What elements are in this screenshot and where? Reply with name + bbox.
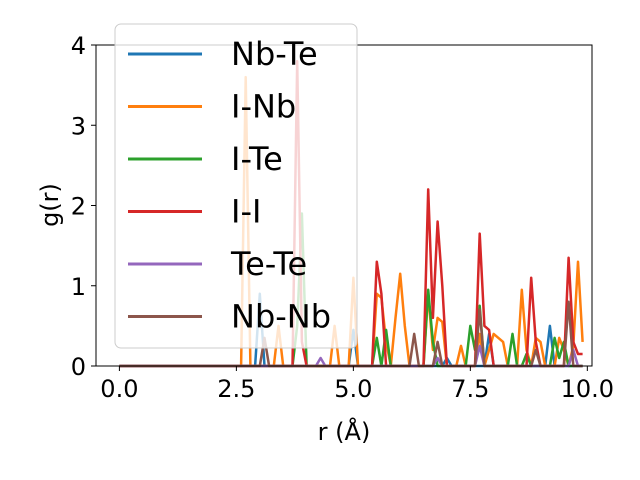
- x-axis: 0.0 2.5 5.0 7.5 10.0: [100, 366, 614, 403]
- x-axis-label: r (Å): [318, 417, 371, 446]
- legend-label-i-te: I-Te: [231, 140, 283, 178]
- x-tick-label: 2.5: [217, 375, 255, 403]
- legend-label-nb-te: Nb-Te: [231, 35, 318, 73]
- legend-label-nb-nb: Nb-Nb: [231, 298, 331, 336]
- y-tick-label: 0: [71, 353, 86, 381]
- legend: Nb-Te I-Nb I-Te I-I Te-Te Nb-Nb: [114, 23, 358, 349]
- y-axis: 0 1 2 3 4: [71, 32, 96, 381]
- y-axis-label: g(r): [36, 183, 64, 227]
- y-tick-label: 3: [71, 112, 86, 140]
- legend-label-i-nb: I-Nb: [231, 88, 296, 126]
- y-tick-label: 1: [71, 273, 86, 301]
- y-tick-label: 2: [71, 193, 86, 221]
- x-tick-label: 5.0: [334, 375, 372, 403]
- legend-label-i-i: I-I: [231, 193, 261, 231]
- legend-label-te-te: Te-Te: [230, 245, 307, 283]
- x-tick-label: 10.0: [561, 375, 614, 403]
- x-tick-label: 0.0: [100, 375, 138, 403]
- y-tick-label: 4: [71, 32, 86, 60]
- x-tick-label: 7.5: [451, 375, 489, 403]
